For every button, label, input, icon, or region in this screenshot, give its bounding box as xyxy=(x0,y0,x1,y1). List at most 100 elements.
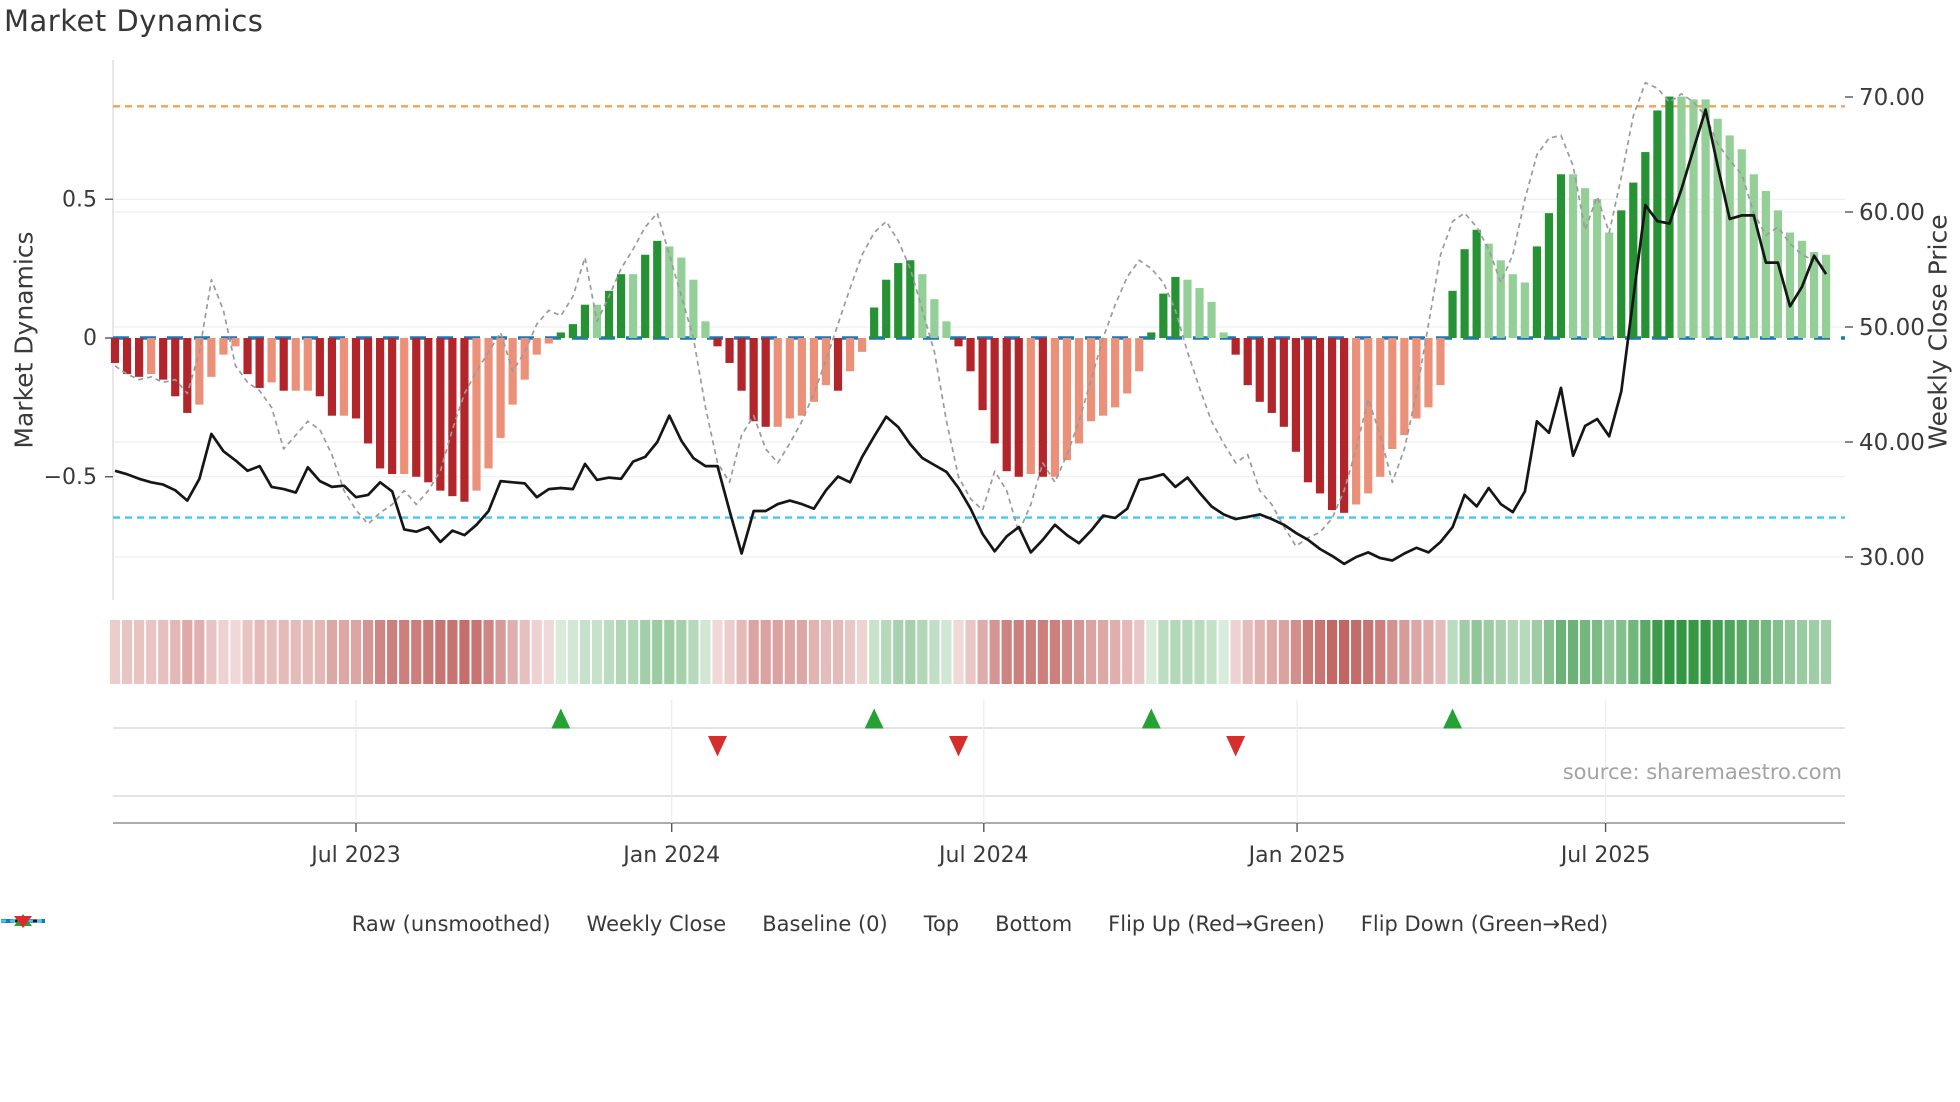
oscillator-bar xyxy=(231,338,240,347)
heatmap-cell xyxy=(1495,620,1506,684)
oscillator-bar xyxy=(882,279,891,338)
heatmap-cell xyxy=(543,620,554,684)
heatmap-cell xyxy=(1290,620,1301,684)
oscillator-bar xyxy=(1207,301,1216,338)
oscillator-bar xyxy=(1183,279,1192,338)
oscillator-bar xyxy=(845,338,855,372)
source-credit: source: sharemaestro.com xyxy=(1562,760,1842,784)
heatmap-cell xyxy=(1230,620,1241,684)
heatmap-cell xyxy=(1098,620,1109,684)
heatmap-cell xyxy=(495,620,506,684)
heatmap-cell xyxy=(362,620,374,684)
raw-line xyxy=(114,81,1827,547)
heatmap-cell xyxy=(1206,620,1217,684)
heatmap-cell xyxy=(1375,620,1386,684)
heatmap-cell xyxy=(399,620,410,684)
y-left-tick-label: −0.5 xyxy=(44,465,97,490)
legend-label: Baseline (0) xyxy=(762,912,888,936)
oscillator-bar xyxy=(171,338,180,397)
heatmap-cell xyxy=(1736,620,1747,684)
flip-up-marker xyxy=(1443,708,1463,729)
oscillator-bar xyxy=(267,338,276,383)
heatmap-cell xyxy=(965,620,976,684)
oscillator-bar xyxy=(1219,332,1228,338)
oscillator-bar xyxy=(1135,338,1144,372)
oscillator-bar xyxy=(1424,338,1433,408)
heatmap-cell xyxy=(146,620,157,684)
oscillator-bar xyxy=(339,338,349,416)
heatmap-cell xyxy=(977,620,988,684)
heatmap-cell xyxy=(278,620,289,684)
heatmap-cell xyxy=(953,620,964,684)
oscillator-bar xyxy=(665,246,674,338)
legend-item-baseline: Baseline (0) xyxy=(1,912,888,936)
heatmap-cell xyxy=(1278,620,1289,684)
oscillator-bar xyxy=(1400,338,1409,436)
heatmap-cell xyxy=(290,620,301,684)
oscillator-bar xyxy=(291,338,300,391)
oscillator-bar xyxy=(1303,338,1313,483)
oscillator-bar xyxy=(183,338,192,413)
heatmap-cell xyxy=(254,620,265,684)
heatmap-cell xyxy=(893,620,904,684)
oscillator-bar xyxy=(761,338,770,427)
heatmap-cell xyxy=(1628,620,1639,684)
heatmap-cell xyxy=(712,620,723,684)
oscillator-bar xyxy=(1605,232,1614,338)
oscillator-bar xyxy=(255,338,264,388)
y-left-tick-label: 0.5 xyxy=(62,187,97,212)
oscillator-bar xyxy=(448,338,457,497)
heatmap-cell xyxy=(640,620,651,684)
oscillator-bar xyxy=(653,240,662,338)
heatmap-cell xyxy=(832,620,844,684)
oscillator-bar xyxy=(327,338,336,416)
oscillator-bar xyxy=(1231,338,1240,355)
oscillator-bar xyxy=(1340,338,1349,513)
oscillator-bar xyxy=(1364,338,1373,494)
heatmap-cell xyxy=(1604,620,1615,684)
oscillator-bar xyxy=(1797,240,1807,338)
heatmap-cell xyxy=(1676,620,1687,684)
y-right-tick-label: 30.00 xyxy=(1859,545,1925,571)
oscillator-bar xyxy=(737,338,746,391)
heatmap-cell xyxy=(1025,620,1036,684)
oscillator-bar xyxy=(1038,338,1047,477)
heatmap-cell xyxy=(531,620,542,684)
heatmap-cell xyxy=(664,620,675,684)
oscillator-bar xyxy=(1556,174,1566,338)
heatmap-cell xyxy=(676,620,687,684)
oscillator-bar xyxy=(641,254,650,338)
heatmap-cell xyxy=(1085,620,1097,684)
oscillator-bar xyxy=(580,304,590,338)
oscillator-bar xyxy=(135,338,144,377)
heatmap-cell xyxy=(1242,620,1253,684)
flip-up-marker xyxy=(1141,708,1161,729)
heatmap-cell xyxy=(1821,620,1832,684)
heatmap-cell xyxy=(230,620,241,684)
heatmap-cell xyxy=(1700,620,1711,684)
heatmap-cell xyxy=(917,620,928,684)
oscillator-bar xyxy=(1460,249,1469,338)
heatmap-cell xyxy=(326,620,337,684)
heatmap-cell xyxy=(1519,620,1530,684)
heatmap-cell xyxy=(1254,620,1265,684)
heatmap-cell xyxy=(1507,620,1518,684)
oscillator-bar xyxy=(1448,290,1457,338)
heatmap-cell xyxy=(1073,620,1085,684)
oscillator-bar xyxy=(388,338,397,474)
oscillator-bar xyxy=(303,338,312,391)
oscillator-bar xyxy=(1593,199,1602,338)
oscillator-bar xyxy=(351,338,361,419)
heatmap-cell xyxy=(555,620,566,684)
heatmap-cell xyxy=(483,620,494,684)
heatmap-cell xyxy=(519,620,530,684)
oscillator-bar xyxy=(954,338,963,347)
oscillator-bar xyxy=(159,338,168,380)
legend-item-flip-down-green-red: Flip Down (Green→Red) xyxy=(14,912,1608,936)
oscillator-bar xyxy=(544,338,553,344)
heatmap-cell xyxy=(182,620,193,684)
legend-label: Flip Up (Red→Green) xyxy=(1108,912,1325,936)
oscillator-bar xyxy=(400,338,409,474)
legend-item-top: Top xyxy=(1,912,959,936)
oscillator-bar xyxy=(978,338,987,411)
